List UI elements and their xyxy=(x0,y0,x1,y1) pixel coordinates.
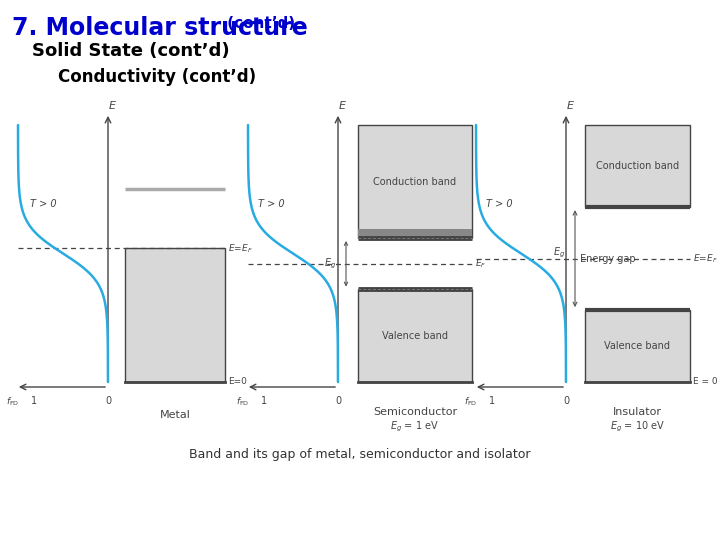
Text: Energy gap: Energy gap xyxy=(580,254,636,264)
Bar xyxy=(125,248,225,382)
Text: Conductivity (cont’d): Conductivity (cont’d) xyxy=(58,68,256,86)
Bar xyxy=(358,289,472,382)
Text: Insulator: Insulator xyxy=(613,407,662,417)
Bar xyxy=(358,229,472,238)
Text: $E_F$: $E_F$ xyxy=(475,258,487,270)
Text: Semiconductor: Semiconductor xyxy=(373,407,457,417)
Bar xyxy=(358,125,472,238)
Text: 7. Molecular structure: 7. Molecular structure xyxy=(12,16,307,40)
Text: Valence band: Valence band xyxy=(605,341,670,351)
Text: E=0: E=0 xyxy=(228,377,247,387)
Bar xyxy=(585,125,690,207)
Text: T > 0: T > 0 xyxy=(258,199,284,209)
Text: $E_g$: $E_g$ xyxy=(324,256,336,271)
Bar xyxy=(585,310,690,382)
Text: $E_g$ = 10 eV: $E_g$ = 10 eV xyxy=(610,420,665,434)
Text: (cont’d): (cont’d) xyxy=(222,16,295,31)
Text: $f_{\rm FD}$: $f_{\rm FD}$ xyxy=(6,396,19,408)
Text: 0: 0 xyxy=(563,396,569,406)
Text: $E\!=\!E_F$: $E\!=\!E_F$ xyxy=(228,242,253,255)
Text: 1: 1 xyxy=(261,396,267,406)
Text: Solid State (cont’d): Solid State (cont’d) xyxy=(32,42,230,60)
Text: E = 0: E = 0 xyxy=(693,377,718,387)
Text: $E_g$: $E_g$ xyxy=(553,246,565,260)
Text: 0: 0 xyxy=(335,396,341,406)
Text: $f_{\rm FD}$: $f_{\rm FD}$ xyxy=(236,396,249,408)
Text: Valence band: Valence band xyxy=(382,330,448,341)
Text: 1: 1 xyxy=(31,396,37,406)
Text: E: E xyxy=(339,101,346,111)
Text: $E\!=\!E_F$: $E\!=\!E_F$ xyxy=(693,252,719,265)
Text: Conduction band: Conduction band xyxy=(374,177,456,186)
Text: T > 0: T > 0 xyxy=(486,199,513,209)
Text: T > 0: T > 0 xyxy=(30,199,57,209)
Text: 0: 0 xyxy=(105,396,111,406)
Text: $f_{\rm FD}$: $f_{\rm FD}$ xyxy=(464,396,477,408)
Text: Conduction band: Conduction band xyxy=(596,161,679,171)
Text: E: E xyxy=(567,101,574,111)
Text: 1: 1 xyxy=(489,396,495,406)
Text: Metal: Metal xyxy=(160,410,190,420)
Text: Band and its gap of metal, semiconductor and isolator: Band and its gap of metal, semiconductor… xyxy=(189,448,531,461)
Text: E: E xyxy=(109,101,116,111)
Text: $E_g$ = 1 eV: $E_g$ = 1 eV xyxy=(390,420,439,434)
